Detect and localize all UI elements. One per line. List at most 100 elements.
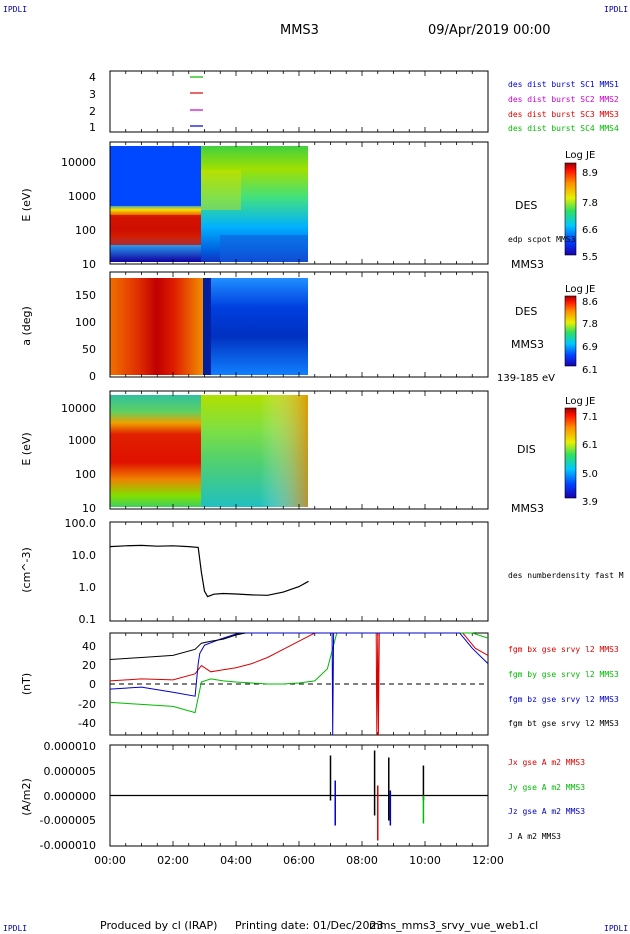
des-energy-spectrogram [110, 146, 308, 262]
legend-sc3: des dist burst SC3 MMS3 [508, 110, 619, 119]
colorbar-des-pitch: Log JE 8.6 7.8 6.9 6.1 [564, 284, 598, 376]
footer-producer: Produced by cl (IRAP) [100, 919, 217, 932]
y-tick-label: 100 [75, 316, 96, 329]
series-line-bz [109, 632, 489, 736]
series-line-bt [109, 632, 246, 660]
colorbar-des-energy: Log JE 8.9 7.8 6.6 5.5 [564, 150, 598, 263]
y-tick-label: 20 [82, 659, 96, 672]
colorbar-tick: 8.9 [582, 168, 598, 179]
y-axis-title: a (deg) [20, 306, 33, 346]
legend-bt: fgm bt gse srvy l2 MMS3 [508, 719, 619, 728]
y-tick-label: 0 [89, 370, 96, 383]
y-tick-label: 10.0 [72, 549, 97, 562]
colorbar-tick: 5.0 [582, 469, 598, 480]
y-tick-label: 1000 [68, 434, 96, 447]
y-tick-label: 0 [89, 678, 96, 691]
y-tick-label: 100 [75, 468, 96, 481]
y-tick-label: 150 [75, 289, 96, 302]
plot-date: 09/Apr/2019 00:00 [428, 23, 550, 38]
y-tick-label: -0.000010 [40, 839, 96, 852]
y-tick-label: -0.000005 [40, 814, 96, 827]
corner-label-bottom-right: IPDLI [604, 924, 628, 933]
legend-bx: fgm bx gse srvy l2 MMS3 [508, 645, 619, 654]
colorbar-tick: 7.8 [582, 319, 598, 330]
y-axis-title: E (eV) [20, 432, 33, 465]
panel-label-des: DES [515, 305, 537, 318]
colorbar-tick: 6.9 [582, 342, 598, 353]
colorbar-tick: 7.8 [582, 198, 598, 209]
y-tick-label: 100 [75, 224, 96, 237]
legend-jx: Jx gse A m2 MMS3 [508, 758, 585, 767]
legend-jz: Jz gse A m2 MMS3 [508, 807, 585, 816]
colorbar-title: Log JE [565, 284, 595, 295]
y-tick-label: 2 [89, 105, 96, 118]
spacecraft-title: MMS3 [280, 23, 319, 38]
y-tick-label: 100.0 [65, 517, 97, 530]
legend-sc4: des dist burst SC4 MMS4 [508, 124, 619, 133]
panel-label-sc: MMS3 [511, 258, 544, 271]
y-tick-label: 50 [82, 343, 96, 356]
spacecraft-indicators [190, 76, 203, 127]
legend-bz: fgm bz gse srvy l2 MMS3 [508, 695, 619, 704]
colorbar-tick: 7.1 [582, 412, 598, 423]
panel-frame [109, 521, 489, 622]
colorbar-dis-energy: Log JE 7.1 6.1 5.0 3.9 [564, 396, 598, 508]
colorbar-title: Log JE [565, 396, 595, 407]
y-tick-label: 40 [82, 640, 96, 653]
dis-energy-spectrogram [110, 395, 308, 507]
y-tick-label: 10 [82, 258, 96, 271]
des-pitch-spectrogram [110, 278, 308, 375]
x-tick-label: 04:00 [220, 854, 252, 867]
legend-j: J A m2 MMS3 [508, 832, 561, 841]
legend-density: des numberdensity fast M [508, 571, 624, 580]
x-tick-label: 06:00 [283, 854, 315, 867]
panel-label-sc: MMS3 [511, 502, 544, 515]
x-tick-label: 00:00 [94, 854, 126, 867]
legend-jy: Jy gse A m2 MMS3 [508, 783, 585, 792]
y-axis-title: E (eV) [20, 188, 33, 221]
y-axis-title: (A/m2) [20, 778, 33, 816]
y-tick-label: 1000 [68, 190, 96, 203]
y-tick-label: -40 [78, 717, 96, 730]
corner-label-top-right: IPDLI [604, 5, 628, 14]
y-tick-label: 3 [89, 88, 96, 101]
x-tick-label: 08:00 [346, 854, 378, 867]
corner-label-bottom-left: IPDLI [3, 924, 27, 933]
panel-label-scpot: edp scpot MMS3 [508, 235, 576, 244]
legend-by: fgm by gse srvy l2 MMS3 [508, 670, 619, 679]
panel-frame [109, 70, 489, 133]
y-axis-title: (cm^-3) [20, 547, 33, 593]
colorbar-tick: 6.1 [582, 440, 598, 451]
series-line-by [109, 632, 489, 714]
y-tick-label: 4 [89, 71, 96, 84]
panel-label-energy-range: 139-185 eV [497, 373, 555, 384]
colorbar-tick: 3.9 [582, 497, 598, 508]
y-tick-label: 0.000000 [44, 790, 97, 803]
y-tick-label: 10000 [61, 402, 96, 415]
y-tick-label: 0.1 [79, 613, 97, 626]
x-tick-label: 02:00 [157, 854, 189, 867]
legend-sc2: des dist burst SC2 MMS2 [508, 95, 619, 104]
legend-sc1: des dist burst SC1 MMS1 [508, 80, 619, 89]
x-tick-label: 10:00 [409, 854, 441, 867]
corner-label-top-left: IPDLI [3, 5, 27, 14]
x-tick-label: 12:00 [472, 854, 504, 867]
panel-label-des: DES [515, 199, 537, 212]
series-line-density [109, 544, 309, 598]
colorbar-tick: 6.6 [582, 225, 598, 236]
y-tick-label: -20 [78, 698, 96, 711]
y-axis-title: (nT) [20, 673, 33, 695]
colorbar-tick: 8.6 [582, 297, 598, 308]
colorbar-title: Log JE [565, 150, 595, 161]
y-tick-label: 1.0 [79, 581, 97, 594]
y-tick-label: 0.000005 [44, 765, 97, 778]
y-tick-label: 10000 [61, 156, 96, 169]
colorbar-tick: 5.5 [582, 252, 598, 263]
y-tick-label: 1 [89, 121, 96, 134]
footer-printing-date: Printing date: 01/Dec/2023 [235, 919, 384, 932]
y-tick-label: 0.000010 [44, 740, 97, 753]
panel-label-sc: MMS3 [511, 338, 544, 351]
panel-label-dis: DIS [517, 443, 536, 456]
footer-filename: mms_mms3_srvy_vue_web1.cl [369, 919, 538, 932]
